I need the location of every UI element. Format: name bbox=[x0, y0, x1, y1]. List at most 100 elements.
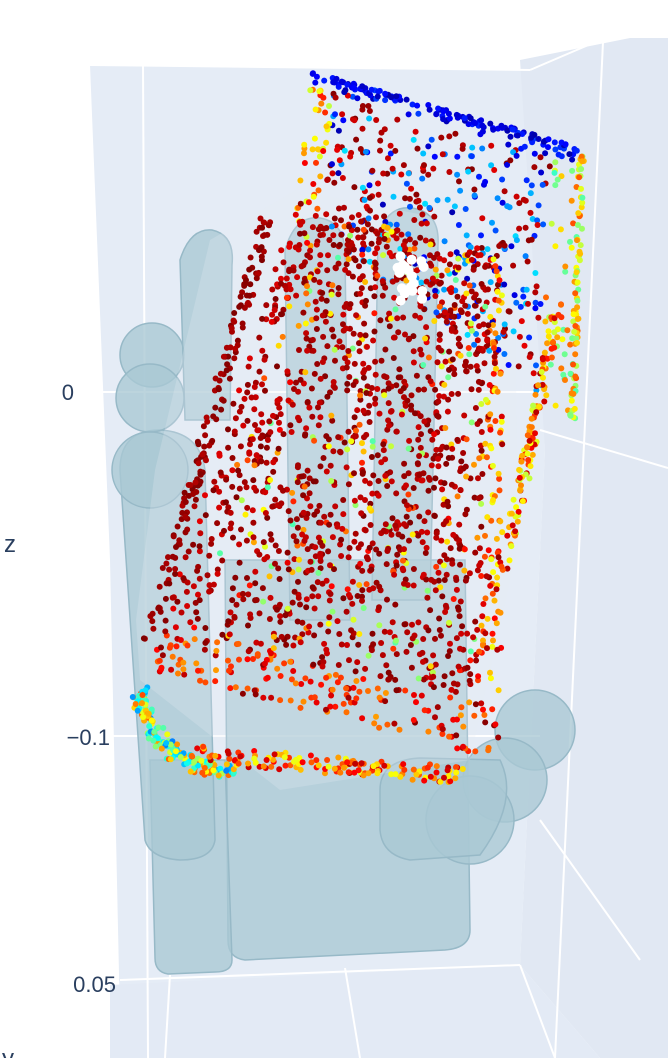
cloud-point bbox=[345, 481, 352, 488]
cloud-point bbox=[579, 194, 586, 201]
cloud-point bbox=[332, 357, 338, 364]
cloud-point bbox=[396, 366, 403, 373]
cloud-point bbox=[443, 571, 450, 578]
cloud-point bbox=[532, 289, 539, 296]
cloud-point bbox=[223, 761, 230, 768]
cloud-point bbox=[531, 164, 538, 171]
cloud-point bbox=[367, 500, 374, 507]
cloud-point bbox=[197, 530, 204, 537]
cloud-point bbox=[437, 558, 444, 565]
cloud-point bbox=[525, 457, 532, 463]
cloud-point bbox=[466, 677, 473, 684]
cloud-point bbox=[508, 243, 515, 250]
cloud-point bbox=[227, 685, 234, 692]
cloud-point bbox=[213, 416, 220, 423]
cloud-point bbox=[388, 531, 395, 538]
cloud-point bbox=[482, 595, 489, 602]
cloud-point bbox=[449, 209, 456, 216]
cloud-point bbox=[311, 694, 318, 701]
cloud-highlight-point bbox=[417, 293, 428, 304]
cloud-point bbox=[284, 549, 291, 556]
cloud-point bbox=[451, 203, 458, 210]
cloud-point bbox=[513, 504, 520, 511]
cloud-point bbox=[569, 167, 576, 174]
cloud-point bbox=[504, 127, 511, 134]
cloud-point bbox=[334, 523, 341, 530]
cloud-point bbox=[372, 265, 379, 272]
cloud-point bbox=[558, 365, 565, 372]
cloud-point bbox=[446, 733, 453, 740]
cloud-point bbox=[300, 698, 307, 705]
cloud-point bbox=[246, 582, 253, 589]
cloud-point bbox=[448, 686, 455, 693]
cloud-point bbox=[341, 764, 347, 771]
cloud-point bbox=[368, 86, 375, 93]
cloud-point bbox=[390, 334, 397, 341]
cloud-point bbox=[393, 687, 400, 694]
cloud-point bbox=[515, 363, 522, 370]
cloud-point bbox=[490, 370, 497, 377]
cloud-point bbox=[489, 706, 496, 713]
cloud-point bbox=[297, 704, 304, 711]
cloud-point bbox=[498, 418, 505, 425]
cloud-point bbox=[479, 613, 486, 620]
cloud-point bbox=[142, 687, 149, 694]
cloud-point bbox=[193, 660, 200, 667]
cloud-point bbox=[228, 520, 235, 527]
cloud-point bbox=[245, 299, 251, 306]
cloud-point bbox=[480, 706, 486, 713]
cloud-point bbox=[329, 170, 336, 177]
cloud-point bbox=[493, 365, 499, 372]
cloud-point bbox=[412, 240, 419, 247]
cloud-point bbox=[542, 150, 549, 157]
cloud-point bbox=[298, 681, 305, 687]
cloud-point bbox=[417, 413, 424, 420]
cloud-point bbox=[317, 252, 324, 259]
cloud-point bbox=[562, 263, 569, 270]
cloud-point bbox=[461, 115, 468, 122]
cloud-point bbox=[295, 414, 301, 421]
cloud-point bbox=[493, 535, 500, 542]
cloud-point bbox=[343, 464, 350, 471]
cloud-point bbox=[417, 314, 423, 321]
cloud-point bbox=[277, 411, 284, 418]
cloud-point bbox=[366, 505, 373, 512]
cloud-point bbox=[381, 373, 388, 380]
cloud-point bbox=[339, 175, 346, 181]
cloud-point bbox=[461, 546, 468, 553]
cloud-point bbox=[444, 498, 451, 505]
cloud-point bbox=[483, 396, 489, 403]
cloud-point bbox=[467, 363, 474, 370]
cloud-point bbox=[370, 763, 377, 770]
cloud-point bbox=[146, 723, 153, 730]
cloud-point bbox=[517, 487, 524, 494]
cloud-point bbox=[510, 149, 517, 156]
cloud-point bbox=[259, 419, 266, 426]
cloud-point bbox=[488, 556, 495, 563]
cloud-point bbox=[489, 219, 495, 226]
cloud-point bbox=[357, 146, 364, 152]
cloud-point bbox=[269, 286, 276, 293]
cloud-point bbox=[309, 413, 316, 420]
cloud-point bbox=[366, 402, 373, 409]
cloud-point bbox=[430, 652, 437, 659]
cloud-point bbox=[440, 562, 447, 569]
cloud-point bbox=[210, 767, 217, 774]
cloud-point bbox=[277, 618, 284, 625]
cloud-point bbox=[350, 246, 357, 253]
cloud-point bbox=[324, 267, 331, 274]
cloud-point bbox=[380, 170, 387, 177]
cloud-point bbox=[353, 427, 359, 434]
cloud-point bbox=[552, 182, 559, 189]
cloud-point bbox=[356, 582, 363, 588]
cloud-point bbox=[341, 439, 348, 446]
cloud-point bbox=[495, 734, 502, 741]
cloud-point bbox=[482, 532, 488, 539]
cloud-point bbox=[289, 401, 296, 408]
cloud-point bbox=[573, 335, 580, 342]
cloud-point bbox=[401, 394, 407, 401]
cloud-point bbox=[460, 723, 467, 730]
cloud-point bbox=[476, 648, 483, 655]
cloud-point bbox=[518, 458, 525, 465]
